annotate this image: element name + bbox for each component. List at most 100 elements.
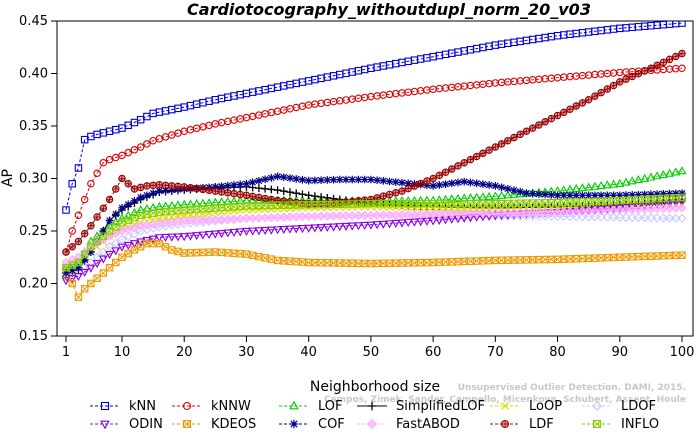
- data-point-cof: [80, 256, 89, 264]
- data-point-knnw: [93, 169, 101, 178]
- data-point-fastabod: [428, 209, 438, 219]
- data-point-ldf: [379, 192, 388, 200]
- data-point-fastabod: [316, 211, 326, 221]
- data-point-cof: [211, 183, 220, 191]
- data-point-ldf: [404, 184, 412, 193]
- data-point-cof: [74, 263, 83, 272]
- data-point-cof: [429, 182, 437, 190]
- data-point-ldf: [591, 92, 599, 100]
- data-point-ldof: [640, 213, 650, 223]
- data-point-cof: [659, 189, 668, 198]
- data-point-fastabod: [229, 214, 239, 224]
- data-point-cof: [348, 175, 357, 184]
- data-point-odin: [80, 268, 90, 277]
- data-point-cof: [99, 227, 108, 235]
- data-point-ldf: [161, 181, 170, 190]
- data-point-ldf: [597, 88, 605, 97]
- data-point-ldf: [454, 162, 462, 170]
- legend-item-knn: kNN: [90, 399, 156, 414]
- data-point-odin: [310, 224, 320, 233]
- data-point-lof: [621, 177, 631, 186]
- data-point-cof: [441, 180, 450, 189]
- data-point-ldf: [653, 61, 661, 70]
- data-point-cof: [528, 189, 537, 198]
- y-tick-label: 0.45: [19, 14, 48, 29]
- data-point-loop: [161, 213, 170, 222]
- data-point-cof: [472, 179, 481, 188]
- data-point-knnw: [80, 195, 89, 204]
- data-point-odin: [105, 250, 115, 260]
- data-point-cof: [273, 172, 282, 181]
- data-point-fastabod: [235, 213, 245, 224]
- data-point-loop: [267, 205, 275, 213]
- data-point-ldf: [93, 213, 101, 221]
- data-point-cof: [628, 191, 637, 199]
- data-point-fastabod: [372, 210, 382, 220]
- data-point-ldf: [398, 187, 406, 195]
- y-tick-label: 0.25: [19, 224, 48, 239]
- data-point-ldf: [603, 85, 612, 93]
- data-point-cof: [261, 175, 269, 184]
- data-point-lof: [596, 180, 606, 190]
- data-point-ldof: [559, 211, 569, 222]
- data-point-cof: [485, 181, 493, 189]
- y-tick-label: 0.30: [19, 172, 48, 187]
- data-point-ldf: [155, 181, 164, 189]
- data-point-cof: [503, 184, 512, 193]
- data-point-odin: [73, 273, 83, 282]
- data-point-kdeos: [678, 251, 686, 259]
- data-point-ldf: [616, 78, 624, 86]
- data-point-cof: [510, 186, 518, 195]
- data-point-cof: [423, 181, 431, 190]
- data-point-kdeos: [112, 258, 120, 267]
- data-point-cof: [279, 173, 288, 182]
- data-point-odin: [266, 226, 276, 235]
- data-point-cof: [522, 189, 531, 198]
- data-point-cof: [68, 266, 77, 275]
- data-point-odin: [185, 232, 195, 241]
- data-point-fastabod: [248, 213, 258, 223]
- data-point-lof: [671, 167, 681, 176]
- data-point-kdeos: [497, 256, 506, 265]
- data-point-cof: [105, 216, 114, 225]
- data-point-fastabod: [360, 210, 370, 220]
- legend-marker-fastabod: [367, 419, 377, 429]
- legend-marker-inflo: [592, 419, 602, 429]
- x-tick-label: 20: [176, 345, 193, 360]
- legend-item-inflo: INFLO: [582, 417, 659, 432]
- data-point-simplifiedlof: [286, 188, 294, 196]
- data-point-cof: [435, 181, 444, 189]
- data-point-ldf: [578, 99, 587, 107]
- legend-item-cof: COF: [279, 417, 345, 432]
- data-point-fastabod: [521, 208, 532, 218]
- data-point-fastabod: [291, 212, 301, 222]
- data-point-ldof: [596, 212, 606, 222]
- data-point-odin: [341, 222, 351, 231]
- data-point-kdeos: [68, 279, 76, 288]
- data-point-odin: [167, 233, 177, 242]
- legend-marker-lof: [289, 400, 299, 410]
- data-point-knn: [68, 180, 76, 188]
- y-tick-label: 0.40: [19, 67, 48, 82]
- data-point-inflo: [124, 216, 132, 224]
- data-point-ldof: [565, 211, 575, 222]
- data-point-fastabod: [602, 205, 612, 216]
- data-point-ldf: [385, 190, 394, 199]
- data-point-cof: [609, 191, 618, 200]
- data-point-fastabod: [378, 210, 388, 220]
- data-point-cof: [304, 176, 313, 185]
- data-point-knnw: [161, 133, 170, 141]
- data-point-inflo: [74, 258, 83, 267]
- data-point-kdeos: [616, 253, 624, 262]
- series-inflo: [62, 193, 686, 272]
- data-point-ldf: [479, 149, 487, 158]
- legend-marker-simplifiedlof: [367, 401, 377, 411]
- data-point-odin: [366, 221, 376, 230]
- data-point-cof: [591, 191, 599, 200]
- data-point-lof: [117, 213, 127, 222]
- data-point-kdeos: [174, 247, 182, 256]
- data-point-knn: [678, 21, 686, 27]
- data-point-ldf: [628, 72, 636, 81]
- data-point-ldf: [255, 193, 263, 202]
- data-point-fastabod: [447, 209, 457, 219]
